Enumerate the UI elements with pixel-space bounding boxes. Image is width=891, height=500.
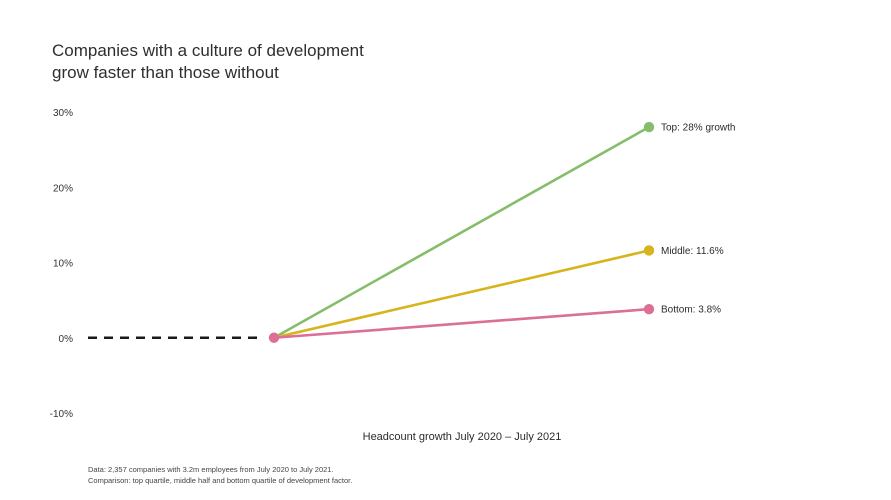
- series-line-middle: [272, 249, 651, 340]
- series-label-top: Top: 28% growth: [661, 123, 736, 134]
- footnote-line-1: Data: 2,357 companies with 3.2m employee…: [88, 465, 334, 474]
- y-tick-label: -10%: [50, 409, 73, 420]
- y-tick-label: 20%: [53, 183, 73, 194]
- y-tick-label: 30%: [53, 108, 73, 119]
- series-point-top: [643, 121, 655, 133]
- chart-title-line-1: Companies with a culture of development: [52, 41, 364, 60]
- series-label-bottom: Bottom: 3.8%: [661, 305, 721, 316]
- series-point-middle: [643, 245, 655, 256]
- chart-title: Companies with a culture of development …: [52, 40, 472, 84]
- series-label-middle: Middle: 11.6%: [661, 246, 724, 257]
- origin-point: [268, 332, 280, 343]
- chart-title-line-2: grow faster than those without: [52, 63, 279, 82]
- series-line-bottom: [272, 307, 651, 340]
- y-tick-label: 10%: [53, 259, 73, 270]
- x-axis-label: Headcount growth July 2020 – July 2021: [363, 431, 562, 443]
- chart-footnote: Data: 2,357 companies with 3.2m employee…: [88, 464, 352, 486]
- y-tick-label: 0%: [59, 334, 74, 345]
- series-point-bottom: [643, 303, 655, 315]
- footnote-line-2: Comparison: top quartile, middle half an…: [88, 476, 353, 485]
- series-line-top: [272, 125, 651, 340]
